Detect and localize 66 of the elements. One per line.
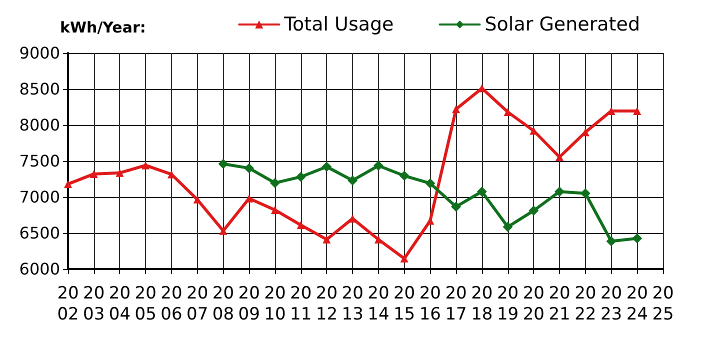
x-tick-label: 2018 — [471, 284, 493, 324]
point — [245, 194, 254, 202]
point — [554, 186, 565, 197]
x-tick-label: 2003 — [83, 284, 105, 324]
y-tick-label: 6500 — [19, 224, 60, 242]
x-tick-label: 2023 — [600, 284, 622, 324]
x-tick-label: 2004 — [108, 284, 131, 324]
y-tick-label: 6000 — [19, 260, 60, 278]
point — [64, 180, 72, 188]
y-axis-title: kWh/Year: — [60, 18, 146, 36]
point — [322, 235, 331, 244]
x-tick-label: 2006 — [160, 284, 182, 324]
x-tick-label: 2009 — [238, 284, 260, 324]
x-tick-label: 2010 — [264, 284, 286, 324]
point — [219, 226, 228, 235]
x-tick-label: 2020 — [522, 284, 544, 324]
y-tick-label: 9000 — [19, 44, 60, 62]
point — [502, 222, 513, 232]
x-tick-label: 2019 — [496, 284, 519, 324]
point — [296, 221, 305, 230]
point — [580, 188, 590, 198]
x-tick-label: 2014 — [368, 284, 390, 324]
y-tick-label: 7500 — [19, 152, 60, 170]
x-tick-label: 2007 — [186, 284, 208, 324]
point — [400, 254, 408, 263]
x-tick-label: 2013 — [342, 284, 364, 324]
point — [451, 202, 462, 212]
legend-label: Solar Generated — [484, 14, 640, 36]
point — [606, 236, 616, 246]
point — [425, 178, 436, 188]
point — [244, 163, 254, 174]
point — [373, 160, 384, 171]
point — [528, 206, 539, 216]
point — [142, 161, 150, 170]
x-tick-label: 2002 — [57, 284, 79, 324]
x-tick-label: 2008 — [212, 284, 234, 324]
x-tick-label: 2012 — [316, 284, 338, 324]
x-tick-label: 2024 — [626, 284, 648, 324]
point — [556, 153, 564, 162]
point — [504, 108, 512, 116]
y-tick-label: 7000 — [19, 188, 60, 206]
point — [116, 168, 124, 177]
point — [633, 106, 642, 115]
legend-label: Total Usage — [283, 14, 394, 36]
point — [90, 170, 98, 178]
point — [632, 233, 642, 244]
x-tick-label: 2016 — [419, 284, 441, 324]
point — [270, 206, 279, 214]
x-tick-label: 2025 — [652, 284, 674, 324]
x-tick-label: 2022 — [574, 284, 596, 324]
x-tick-label: 2005 — [134, 284, 156, 324]
x-tick-label: 2017 — [445, 284, 467, 324]
x-tick-label: 2021 — [548, 284, 570, 324]
point — [218, 158, 228, 169]
point — [452, 105, 460, 114]
point — [296, 172, 306, 182]
x-tick-label: 2011 — [290, 284, 312, 324]
point — [476, 186, 487, 197]
y-tick-label: 8500 — [19, 80, 60, 98]
point — [399, 170, 410, 181]
point — [322, 162, 332, 172]
point — [270, 178, 280, 188]
x-tick-label: 2015 — [393, 284, 416, 324]
point — [348, 175, 358, 186]
y-tick-label: 8000 — [19, 116, 60, 134]
point — [374, 235, 382, 244]
